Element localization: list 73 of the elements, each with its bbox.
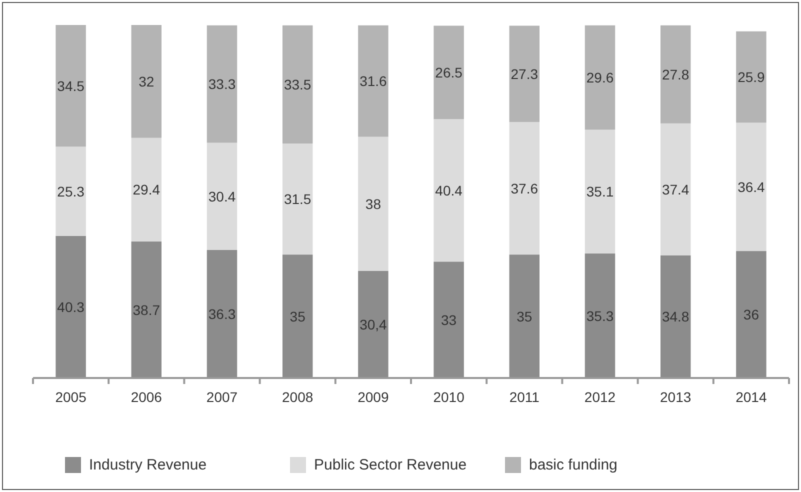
x-tick-label: 2008 bbox=[282, 389, 314, 405]
bar bbox=[131, 242, 162, 378]
bar bbox=[206, 142, 238, 250]
data-label: 33.3 bbox=[208, 76, 236, 92]
bar bbox=[584, 254, 616, 378]
data-label: 29.6 bbox=[586, 70, 614, 86]
data-label: 38.7 bbox=[132, 302, 160, 318]
bar bbox=[206, 250, 238, 378]
bar bbox=[358, 270, 388, 378]
data-label: 36 bbox=[743, 306, 760, 323]
x-tick-label: 2009 bbox=[358, 389, 389, 405]
x-tick-label: 2013 bbox=[660, 389, 692, 405]
bar bbox=[660, 123, 691, 256]
bar bbox=[509, 26, 540, 122]
data-label: 27.8 bbox=[662, 66, 690, 82]
bar bbox=[282, 254, 313, 378]
data-label: 40.4 bbox=[435, 182, 463, 198]
bar bbox=[660, 255, 691, 378]
bar bbox=[660, 25, 691, 124]
data-label: 31.6 bbox=[360, 73, 388, 90]
bar bbox=[206, 25, 238, 143]
bar bbox=[56, 236, 86, 378]
bar bbox=[358, 25, 388, 137]
bar bbox=[434, 26, 464, 120]
x-tick-label: 2006 bbox=[130, 389, 162, 405]
data-label: 31.5 bbox=[284, 191, 312, 208]
data-label: 25.9 bbox=[738, 69, 766, 86]
bar bbox=[282, 143, 313, 255]
bar bbox=[56, 25, 86, 147]
data-label: 33 bbox=[441, 312, 457, 328]
bar bbox=[736, 122, 766, 252]
data-label: 25.3 bbox=[57, 183, 85, 200]
bar bbox=[509, 122, 540, 255]
data-label: 34.5 bbox=[57, 78, 85, 94]
data-label: 37.4 bbox=[662, 181, 690, 198]
legend-label: basic funding bbox=[529, 456, 618, 474]
x-tick-label: 2007 bbox=[206, 389, 238, 405]
bar bbox=[358, 136, 388, 271]
bar bbox=[736, 31, 766, 123]
x-tick-label: 2010 bbox=[433, 389, 465, 405]
data-label: 33.5 bbox=[284, 76, 312, 92]
data-label: 35 bbox=[290, 308, 306, 324]
bar bbox=[131, 25, 162, 138]
data-label: 32 bbox=[138, 73, 154, 90]
bar bbox=[56, 146, 86, 236]
x-tick-label: 2005 bbox=[55, 389, 87, 405]
data-label: 30.4 bbox=[208, 188, 236, 204]
data-label: 34.8 bbox=[662, 308, 690, 325]
bar bbox=[509, 254, 540, 378]
data-label: 40.3 bbox=[57, 298, 85, 315]
bar bbox=[736, 251, 766, 378]
legend-label: Industry Revenue bbox=[89, 456, 207, 474]
x-tick-label: 2014 bbox=[736, 389, 767, 405]
data-label: 36.3 bbox=[208, 306, 236, 322]
bar bbox=[131, 138, 162, 242]
legend-label: Public Sector Revenue bbox=[314, 456, 467, 474]
data-label: 26.5 bbox=[435, 64, 463, 80]
data-label: 38 bbox=[365, 196, 382, 212]
x-tick-label: 2012 bbox=[584, 389, 616, 405]
bar bbox=[584, 130, 616, 254]
bar bbox=[584, 25, 616, 130]
data-label: 35.3 bbox=[586, 308, 614, 324]
bar bbox=[434, 262, 464, 378]
data-label: 36.4 bbox=[738, 178, 766, 195]
data-label: 30,4 bbox=[360, 316, 388, 332]
data-label: 35.1 bbox=[586, 184, 614, 200]
bar bbox=[434, 119, 464, 262]
data-label: 29.4 bbox=[132, 182, 160, 198]
data-label: 37.6 bbox=[510, 180, 538, 196]
data-label: 27.3 bbox=[510, 66, 538, 82]
bar bbox=[282, 25, 313, 144]
x-tick-label: 2011 bbox=[509, 389, 540, 405]
data-label: 35 bbox=[516, 308, 532, 324]
